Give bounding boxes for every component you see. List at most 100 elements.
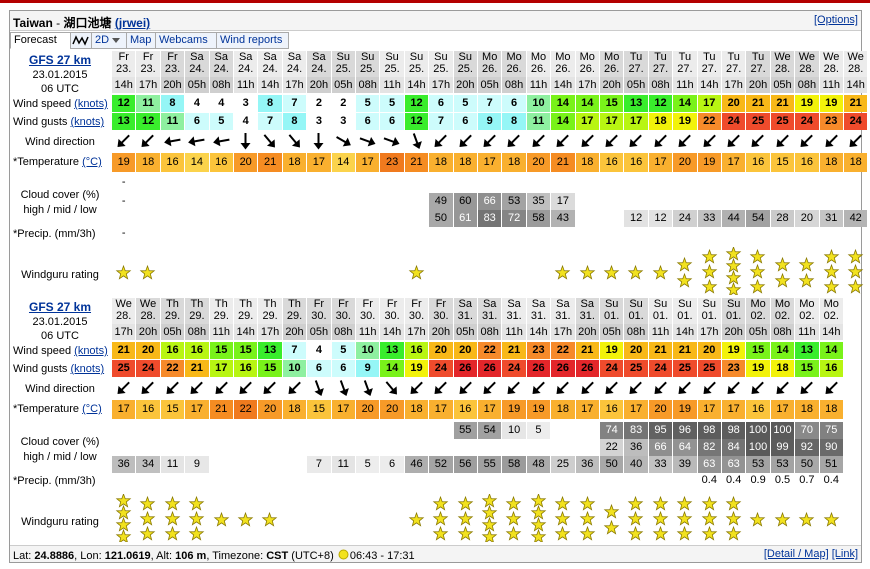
tab-graph[interactable]: [70, 32, 92, 49]
day-name: Sa: [531, 298, 546, 310]
precip-value: 0.4: [823, 474, 839, 486]
cloud-high-value: [429, 175, 452, 189]
rating-stars: [185, 247, 208, 295]
temperature-value: 16: [746, 400, 770, 419]
longitude: 121.0619: [104, 550, 151, 562]
day-name: Th: [166, 298, 179, 310]
rating-stars: [795, 247, 818, 295]
day-name: Mo: [823, 298, 839, 310]
hour: 20h: [307, 77, 331, 93]
cloud-high-value: [600, 175, 623, 189]
precip-value: [429, 225, 452, 242]
rating-stars: [454, 247, 477, 295]
knots-link[interactable]: (knots): [70, 363, 105, 375]
day-name: Tu: [703, 51, 716, 63]
day-name: Su: [653, 298, 668, 310]
wind-speed-value: 7: [282, 95, 307, 112]
day-date: 27.: [628, 63, 644, 75]
celsius-link[interactable]: (°C): [82, 156, 102, 168]
temperature-value: 16: [209, 153, 233, 172]
wind-direction-arrow-icon: [820, 131, 843, 151]
tab-wind-reports[interactable]: Wind reports: [216, 32, 289, 49]
wind-gusts-value: 12: [404, 113, 429, 130]
temperature-value: 14: [331, 153, 355, 172]
hour: 08h: [795, 77, 819, 93]
wind-speed-value: 14: [819, 342, 843, 359]
forecast-widget: Taiwan - 湖口池塘 (jrwei) [Options] Forecast…: [9, 10, 868, 563]
model-link[interactable]: GFS 27 km: [28, 300, 92, 314]
wind-direction-arrow-icon: [478, 378, 501, 398]
cloud-mid-value: 90: [819, 439, 843, 456]
precip-value: [673, 472, 696, 489]
tab-map[interactable]: Map: [126, 32, 156, 49]
cloud-mid-value: [771, 193, 794, 210]
knots-link[interactable]: (knots): [74, 98, 108, 110]
wind-speed-value: 17: [697, 95, 721, 112]
star-icon: [258, 247, 281, 295]
wind-direction-arrow-icon: [795, 131, 818, 151]
tab-webcams[interactable]: Webcams: [155, 32, 217, 49]
rating-stars: [185, 494, 208, 542]
star-icon: [701, 495, 717, 541]
options-link[interactable]: [Options]: [813, 14, 858, 26]
cloud-mid-value: [307, 439, 330, 456]
model-link[interactable]: GFS 27 km: [28, 53, 92, 67]
precip-value: [356, 472, 379, 489]
precip-value: [527, 472, 550, 489]
timezone: CST: [266, 550, 289, 562]
wind-gusts-value: 24: [429, 360, 453, 377]
link-link[interactable]: [Link]: [831, 548, 858, 560]
celsius-link[interactable]: (°C): [82, 403, 102, 415]
temperature-value: 17: [722, 153, 746, 172]
precip-value: -: [121, 227, 126, 239]
precip-value: [624, 225, 647, 242]
wind-gusts-value: 3: [307, 113, 331, 130]
precip-value: [820, 225, 843, 242]
star-icon: [457, 495, 473, 541]
user-link[interactable]: (jrwei): [114, 16, 151, 30]
rating-stars: [478, 494, 501, 542]
precip-value: [795, 225, 818, 242]
wind-gusts-value: 6: [307, 360, 331, 377]
cloud-mid-value: 49: [429, 193, 453, 210]
wind-speed-value: 12: [648, 95, 673, 112]
knots-link[interactable]: (knots): [74, 345, 108, 357]
wind-gusts-value: 14: [380, 360, 404, 377]
day-date: 24.: [311, 63, 327, 75]
temperature-value: 17: [722, 400, 746, 419]
cloud-low-value: 7: [307, 456, 331, 473]
wind-direction-arrow-icon: [649, 131, 672, 151]
day-date: 23.: [140, 63, 156, 75]
temperature-value: 20: [258, 400, 282, 419]
precip-value: [112, 472, 135, 489]
cloud-high-value: [161, 175, 184, 189]
day-date: 27.: [726, 63, 742, 75]
day-date: 01.: [726, 310, 742, 322]
star-icon: [750, 248, 766, 294]
hour: 11h: [673, 77, 697, 93]
cloud-high-value: [429, 422, 452, 439]
wind-speed-value: 21: [502, 342, 526, 359]
star-icon: [408, 264, 425, 280]
day-name: Fr: [118, 51, 129, 63]
cloud-high-value: [307, 175, 330, 189]
hour: 20h: [160, 77, 185, 93]
precip-value: [136, 225, 159, 242]
tab-forecast[interactable]: Forecast: [10, 32, 71, 49]
cloud-high-value: [356, 175, 379, 189]
tab-2d[interactable]: 2D: [91, 32, 127, 49]
wind-direction-arrow-icon: [136, 131, 159, 151]
rating-stars: [161, 247, 184, 295]
wind-gusts-value: 4: [234, 113, 258, 130]
knots-link[interactable]: (knots): [70, 116, 105, 128]
star-icon: [213, 511, 229, 527]
wind-speed-value: 10: [356, 342, 380, 359]
detail-map-link[interactable]: [Detail / Map]: [763, 548, 829, 560]
widget-footer: Lat: 24.8886, Lon: 121.0619, Alt: 106 m,…: [10, 545, 861, 562]
cloud-high-value: [136, 175, 159, 189]
wind-speed-value: 5: [356, 95, 380, 112]
cloud-mid-value: [234, 439, 257, 456]
hour: 08h: [502, 77, 526, 93]
cloud-mid-value: [454, 439, 477, 456]
precip-value: [722, 225, 745, 242]
